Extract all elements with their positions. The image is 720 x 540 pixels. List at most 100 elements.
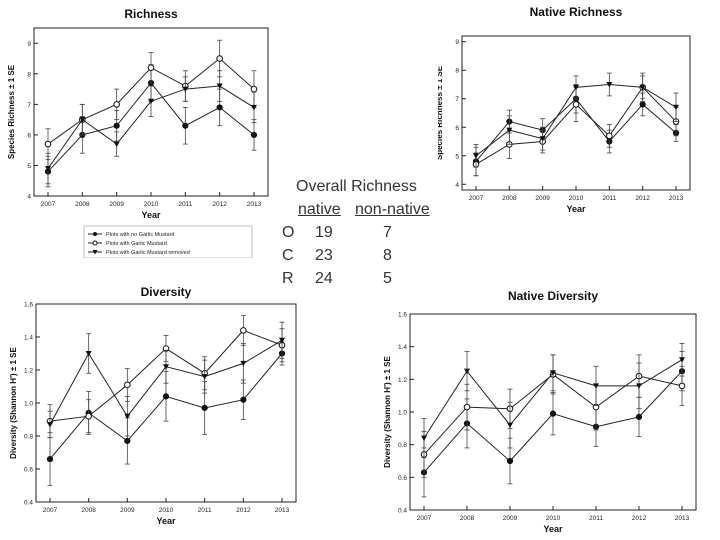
data-point — [606, 81, 613, 88]
chart-title: Diversity — [141, 285, 192, 299]
x-tick-label: 2009 — [535, 195, 550, 202]
data-point — [79, 117, 86, 123]
y-tick-label: 9 — [27, 41, 31, 48]
header-non-native: non-native — [355, 201, 430, 218]
x-tick-label: 2012 — [212, 201, 227, 208]
y-tick-label: 7 — [27, 102, 31, 109]
x-tick-label: 2011 — [602, 195, 616, 202]
y-tick-label: 4 — [27, 194, 31, 201]
y-tick-label: 1.2 — [24, 368, 33, 375]
row-nonnative-value: 5 — [383, 270, 392, 287]
x-tick-label: 2012 — [632, 515, 647, 522]
data-point — [639, 101, 646, 108]
x-tick-label: 2011 — [198, 507, 212, 514]
data-point — [113, 101, 120, 108]
y-tick-label: 1.0 — [24, 401, 33, 408]
x-tick-label: 2011 — [178, 201, 192, 208]
y-axis-label: Species Richness ± 1 SE — [438, 65, 444, 160]
x-tick-label: 2012 — [236, 507, 251, 514]
data-point — [85, 412, 92, 420]
data-point — [240, 396, 247, 403]
x-tick-label: 2009 — [503, 515, 518, 522]
y-tick-label: 9 — [455, 39, 459, 46]
chart-native-diversity-svg: Native Diversity 0.4 0.6 0.8 1.0 1.2 1.4 1.6 200… — [383, 289, 697, 534]
y-tick-label: 1.4 — [24, 335, 33, 342]
chart-panel-native-richness: Native Richness 4 5 6 7 8 9 2007 2008 2009 2010 201… — [438, 0, 720, 225]
y-tick-label: 6 — [455, 125, 459, 132]
data-point — [148, 98, 154, 105]
legend-marker — [92, 250, 98, 255]
data-point — [463, 403, 471, 411]
y-tick-label: 0.4 — [398, 508, 407, 515]
legend-box — [83, 225, 253, 258]
y-tick-label: 1.6 — [398, 312, 407, 319]
data-point — [673, 104, 679, 111]
data-point — [549, 410, 557, 417]
row-label: C — [282, 247, 294, 264]
y-tick-label: 0.4 — [24, 500, 33, 507]
x-tick-label: 2008 — [81, 507, 96, 514]
data-point — [124, 381, 131, 389]
legend-label: Plots with Garlic Mustard — [106, 241, 167, 247]
x-axis-label: Year — [543, 524, 563, 534]
y-axis-label: Diversity (Shannon H') ± 1 SE — [9, 347, 18, 459]
y-tick-label: 0.8 — [398, 442, 407, 449]
data-point — [147, 64, 155, 72]
data-point — [506, 127, 513, 134]
data-point — [162, 393, 170, 400]
y-tick-label: 0.8 — [24, 434, 33, 441]
data-point — [636, 383, 642, 389]
data-point — [182, 86, 189, 93]
y-tick-label: 0.6 — [24, 467, 33, 474]
y-axis-label: Diversity (Shannon H') ± 1 SE — [383, 356, 392, 468]
x-tick-label: 2010 — [546, 515, 561, 522]
data-point — [679, 357, 685, 363]
y-tick-label: 8 — [27, 71, 31, 78]
y-tick-label: 5 — [27, 163, 31, 170]
data-point — [639, 84, 646, 91]
data-point — [421, 435, 427, 442]
chart-panel-richness: Richness 4 5 6 7 8 9 2007 2008 2009 2010 2011 2012 20… — [0, 0, 282, 258]
y-tick-label: 1.0 — [398, 410, 407, 417]
x-tick-label: 2009 — [120, 507, 135, 514]
row-native-value: 24 — [315, 270, 333, 287]
overall-header-row: native non-native — [282, 201, 442, 224]
data-point — [250, 85, 258, 93]
row-native-value: 23 — [315, 247, 333, 264]
y-tick-label: 1.4 — [398, 344, 407, 351]
data-point — [182, 122, 189, 129]
y-tick-label: 0.6 — [398, 475, 407, 482]
overall-richness-title: Overall Richness — [296, 178, 417, 195]
data-point — [250, 131, 258, 139]
data-point — [201, 404, 208, 412]
data-point — [473, 153, 479, 159]
header-native: native — [298, 201, 341, 218]
data-point — [678, 382, 686, 390]
row-native-value: 19 — [315, 224, 333, 241]
legend-marker — [92, 240, 98, 246]
data-point — [124, 413, 131, 420]
data-point — [163, 364, 169, 370]
legend-label: Plots with no Garlic Mustard — [106, 232, 174, 238]
x-tick-label: 2010 — [144, 201, 159, 208]
x-tick-label: 2007 — [417, 515, 432, 522]
chart-title: Richness — [124, 7, 178, 21]
data-point — [113, 122, 120, 129]
x-axis-label: Year — [156, 516, 176, 526]
y-tick-label: 7 — [455, 96, 459, 103]
y-tick-label: 1.6 — [24, 302, 33, 309]
data-point — [85, 351, 92, 357]
x-tick-label: 2011 — [589, 515, 603, 522]
row-nonnative-value: 7 — [383, 224, 392, 241]
data-point — [216, 83, 223, 90]
x-tick-label: 2013 — [275, 507, 290, 514]
chart-title: Native Diversity — [508, 289, 598, 303]
row-label: R — [282, 270, 294, 287]
data-point — [124, 437, 131, 445]
y-tick-label: 1.2 — [398, 377, 407, 384]
data-point — [279, 337, 285, 344]
chart-native-richness-svg: Native Richness 4 5 6 7 8 9 2007 2008 2009 2010 201… — [438, 5, 691, 214]
x-tick-label: 2009 — [109, 201, 124, 208]
x-tick-label: 2010 — [569, 195, 584, 202]
chart-panel-native-diversity: Native Diversity 0.4 0.6 0.8 1.0 1.2 1.4 1.6 200… — [380, 284, 700, 540]
